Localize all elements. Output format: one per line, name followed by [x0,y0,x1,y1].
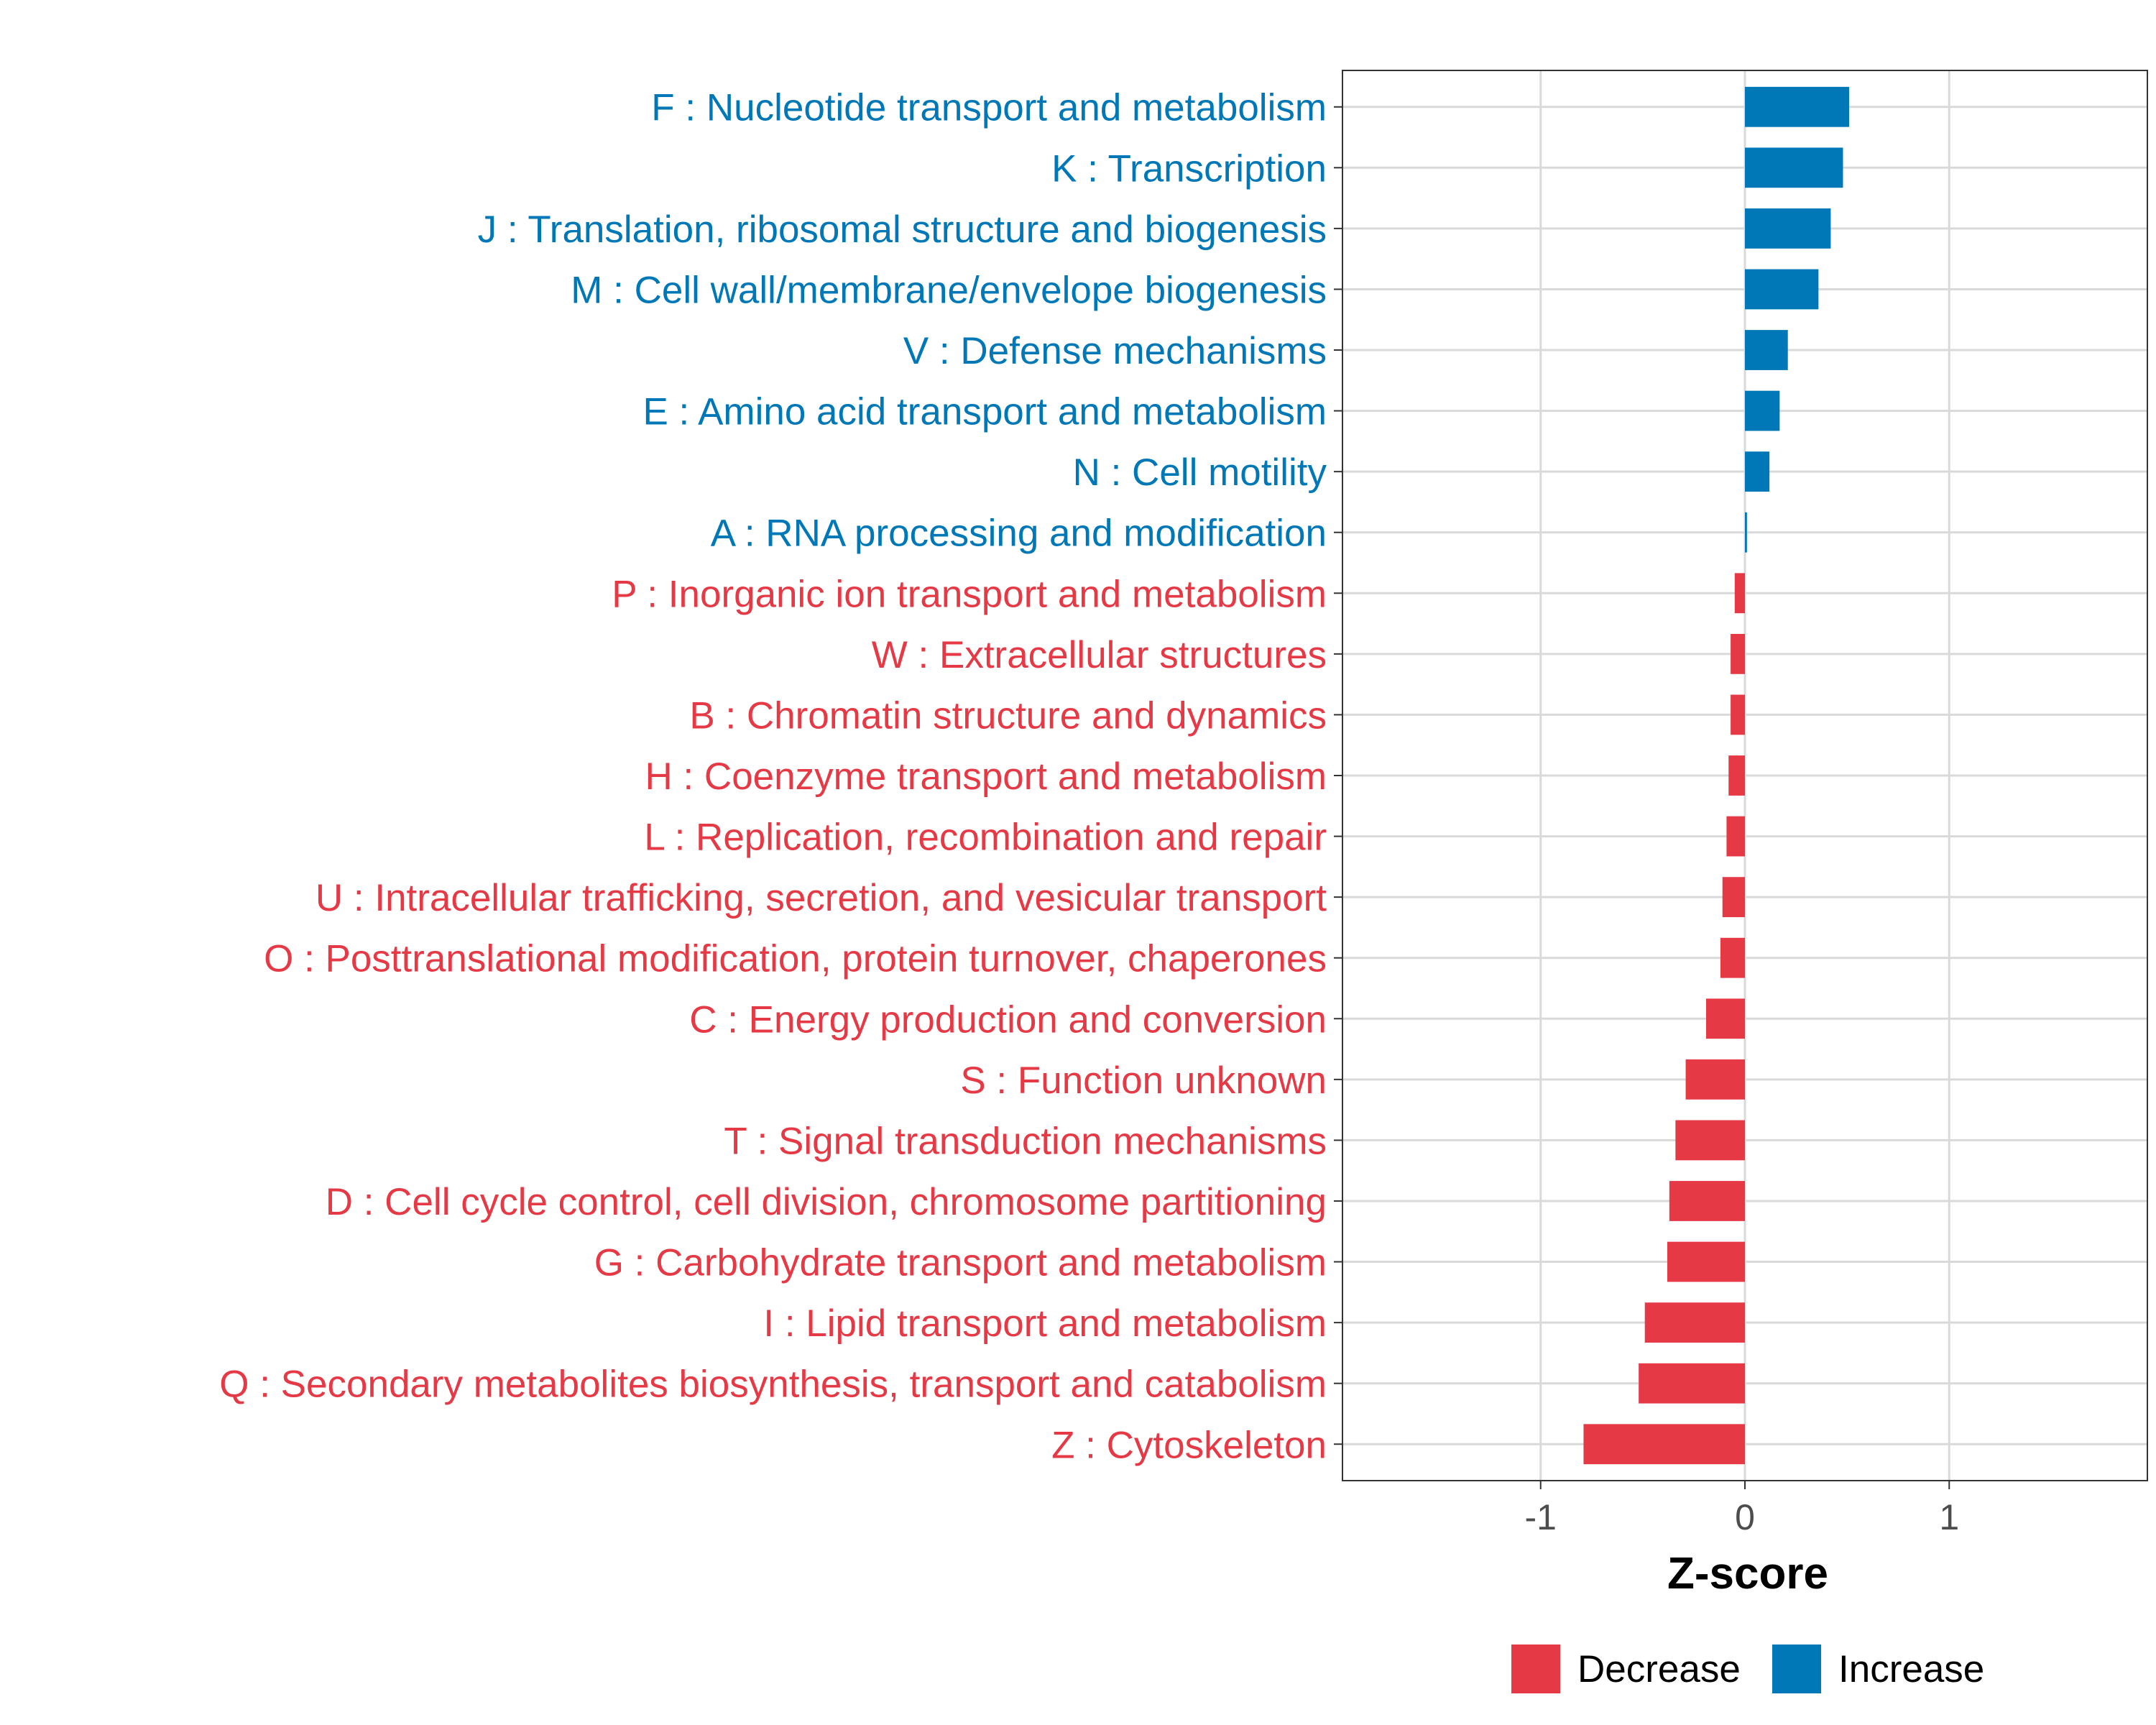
y-axis-category-labels: F : Nucleotide transport and metabolism K… [219,87,1327,1467]
y-category-label: I : Lipid transport and metabolism [763,1302,1327,1345]
legend-label: Decrease [1577,1648,1741,1690]
bar [1745,512,1747,553]
bar [1734,573,1745,614]
y-category-label: E : Amino acid transport and metabolism [642,391,1327,433]
bar [1726,816,1745,857]
y-category-label: G : Carbohydrate transport and metabolis… [594,1242,1327,1284]
bar [1745,330,1788,370]
legend-key [1511,1644,1560,1693]
y-category-label: O : Posttranslational modification, prot… [264,938,1327,980]
bars [1583,86,1849,1465]
y-category-label: Q : Secondary metabolites biosynthesis, … [219,1363,1327,1406]
y-category-label: U : Intracellular trafficking, secretion… [315,877,1327,919]
x-axis-ticks: -1 0 1 [1525,1481,1959,1537]
y-category-label: P : Inorganic ion transport and metaboli… [612,573,1327,615]
bar [1685,1059,1745,1100]
bar [1667,1241,1745,1282]
x-tick-label: -1 [1525,1497,1557,1537]
bar [1745,147,1843,188]
legend-key [1772,1644,1821,1693]
bar [1731,694,1745,735]
y-category-label: B : Chromatin structure and dynamics [689,694,1327,737]
y-category-label: S : Function unknown [960,1059,1327,1102]
y-axis-ticks [1334,106,1342,1445]
y-category-label: W : Extracellular structures [872,634,1327,676]
bar [1731,633,1745,674]
legend-label: Increase [1838,1648,1984,1690]
y-category-label: H : Coenzyme transport and metabolism [645,755,1327,798]
bar [1720,937,1745,978]
bar [1745,269,1819,310]
y-category-label: M : Cell wall/membrane/envelope biogenes… [571,269,1327,311]
y-category-label: L : Replication, recombination and repai… [644,816,1327,859]
y-category-label: T : Signal transduction mechanisms [724,1120,1327,1162]
bar [1722,877,1745,918]
x-tick-label: 0 [1735,1497,1755,1537]
bar [1644,1302,1745,1343]
y-category-label: K : Transcription [1051,147,1327,190]
bar [1745,208,1831,249]
y-category-label: N : Cell motility [1073,451,1327,494]
bar [1705,998,1745,1039]
legend: Decrease Increase [1511,1644,1984,1693]
bar [1669,1181,1745,1221]
x-axis-title: Z-score [1667,1549,1828,1598]
x-tick-label: 1 [1939,1497,1959,1537]
y-category-label: C : Energy production and conversion [689,998,1327,1041]
bar [1745,86,1849,127]
bar [1675,1120,1745,1161]
bar [1583,1424,1745,1465]
bar [1728,755,1745,796]
y-category-label: F : Nucleotide transport and metabolism [651,87,1327,129]
bar [1639,1363,1745,1404]
y-category-label: V : Defense mechanisms [903,330,1327,372]
bar [1745,390,1780,431]
y-category-label: Z : Cytoskeleton [1051,1424,1327,1466]
y-category-label: A : RNA processing and modification [711,512,1327,555]
y-category-label: D : Cell cycle control, cell division, c… [326,1181,1327,1223]
bar [1745,451,1770,492]
y-category-label: J : Translation, ribosomal structure and… [478,208,1327,251]
